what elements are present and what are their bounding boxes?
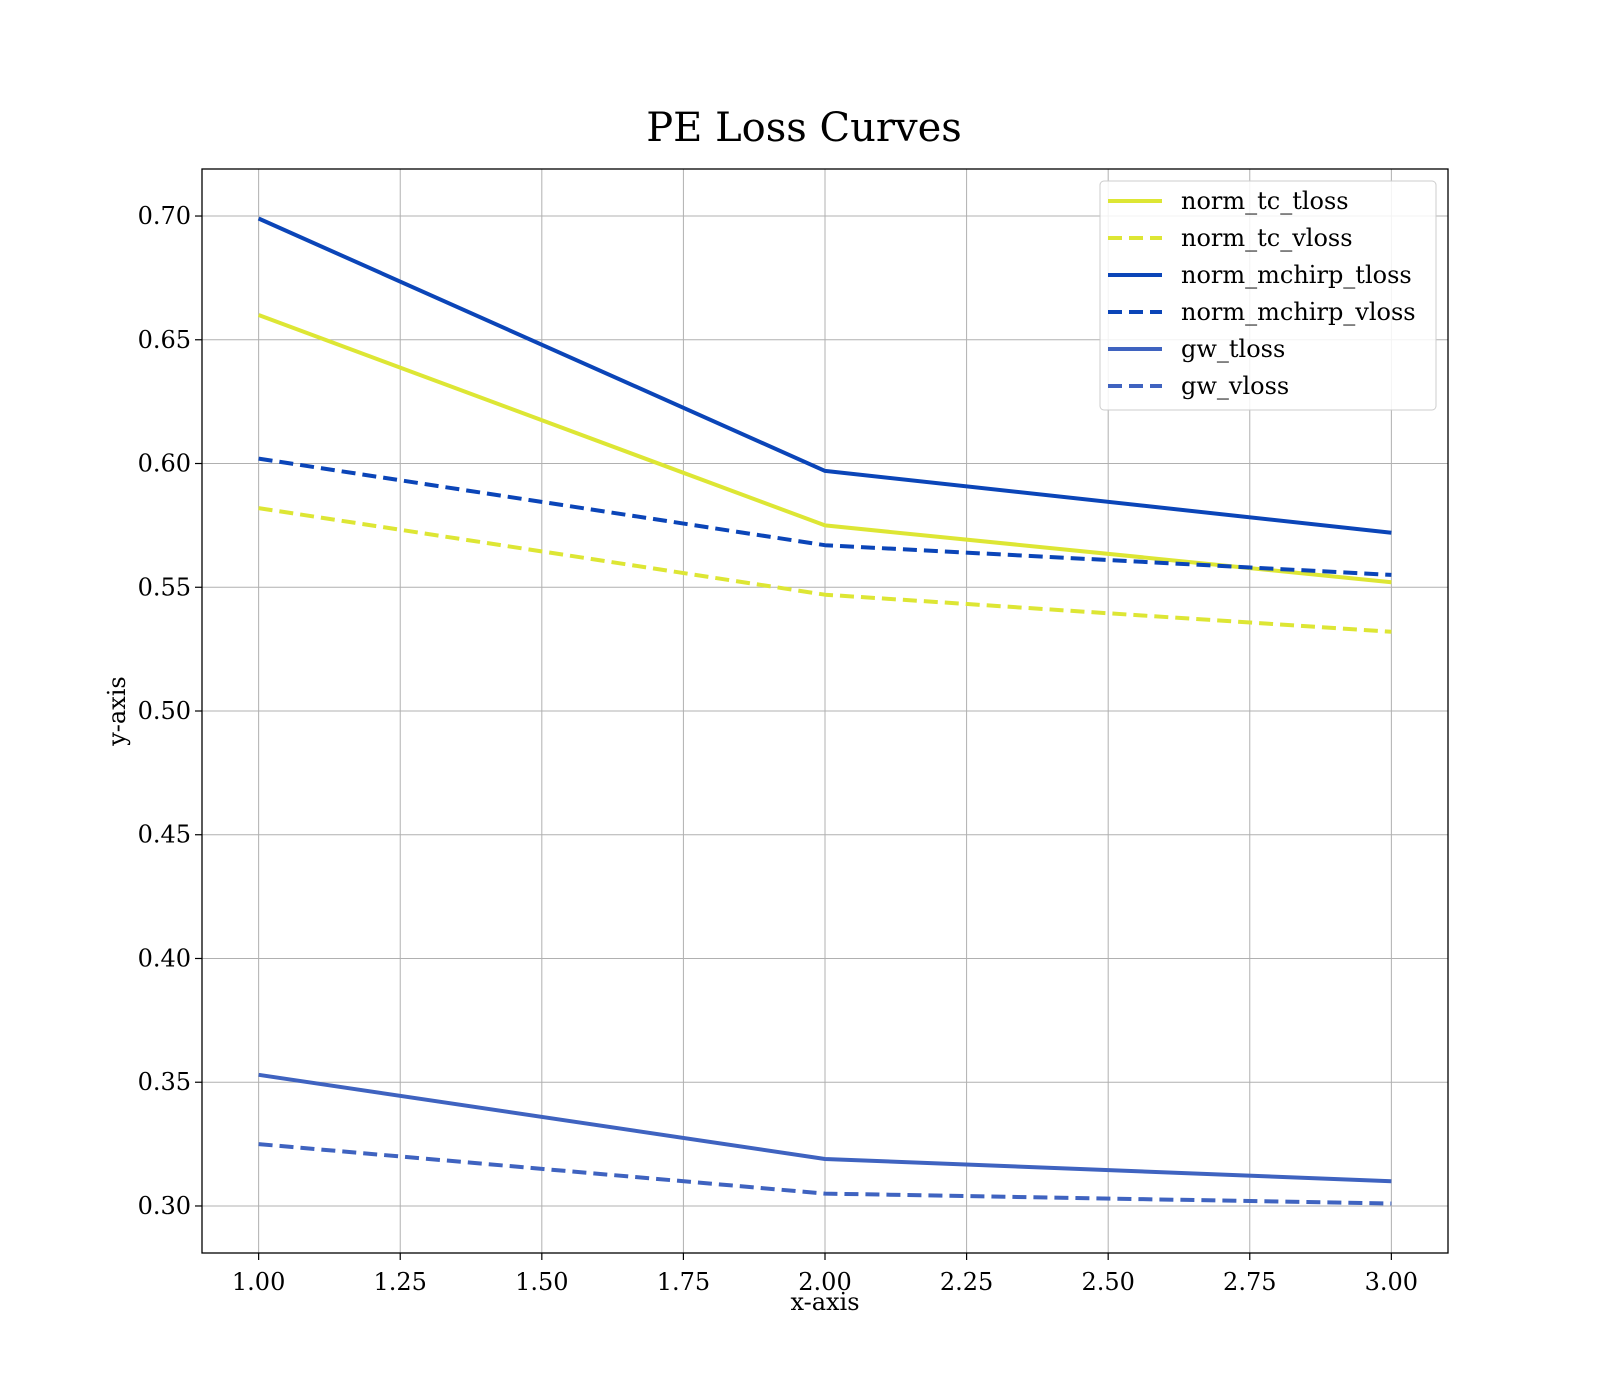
- legend-label: norm_tc_vloss: [1181, 224, 1353, 252]
- x-tick-label: 3.00: [1365, 1268, 1418, 1296]
- grid: [202, 169, 1448, 1253]
- series-line-gw-vloss: [258, 1142, 1392, 1206]
- y-tick-label: 0.30: [138, 1192, 191, 1220]
- y-tick-label: 0.35: [138, 1068, 191, 1096]
- y-tick-label: 0.65: [138, 326, 191, 354]
- y-tick-label: 0.70: [138, 202, 191, 230]
- series-line-norm-tc-vloss: [258, 506, 1392, 634]
- y-tick-label: 0.55: [138, 573, 191, 601]
- x-tick-label: 2.50: [1081, 1268, 1134, 1296]
- legend-label: norm_mchirp_vloss: [1181, 298, 1416, 326]
- series-line-norm-mchirp-vloss: [258, 456, 1392, 577]
- x-tick-label: 1.00: [232, 1268, 285, 1296]
- series-line-gw-tloss: [258, 1072, 1392, 1184]
- x-tick-label: 2.25: [940, 1268, 993, 1296]
- x-axis-label: x-axis: [790, 1288, 859, 1316]
- series-lines: [257, 216, 1392, 1206]
- legend: norm_tc_tloss norm_tc_vloss norm_mchirp_tl…: [1099, 180, 1437, 411]
- legend-box: [1099, 180, 1437, 411]
- x-tick-label: 1.75: [657, 1268, 710, 1296]
- y-ticks: 0.30 0.35 0.40 0.45 0.50 0.55 0.60 0.65 0.70: [138, 202, 202, 1220]
- legend-label: gw_tloss: [1181, 335, 1285, 363]
- y-axis-label: y-axis: [103, 676, 131, 747]
- y-tick-label: 0.40: [138, 944, 191, 972]
- x-tick-label: 2.00: [798, 1268, 851, 1296]
- y-tick-label: 0.50: [138, 697, 191, 725]
- legend-label: norm_mchirp_tloss: [1181, 261, 1412, 289]
- series-line-norm-mchirp-tloss: [257, 216, 1392, 535]
- y-tick-label: 0.45: [138, 821, 191, 849]
- y-tick-label: 0.60: [138, 450, 191, 478]
- x-tick-label: 1.50: [515, 1268, 568, 1296]
- legend-label: norm_tc_tloss: [1181, 187, 1349, 215]
- legend-label: gw_vloss: [1181, 372, 1289, 400]
- x-tick-label: 2.75: [1223, 1268, 1276, 1296]
- x-ticks: 1.00 1.25 1.50 1.75 2.00 2.25 2.50 2.75 3.00: [232, 1253, 1418, 1296]
- chart-title: PE Loss Curves: [646, 105, 962, 151]
- x-tick-label: 1.25: [374, 1268, 427, 1296]
